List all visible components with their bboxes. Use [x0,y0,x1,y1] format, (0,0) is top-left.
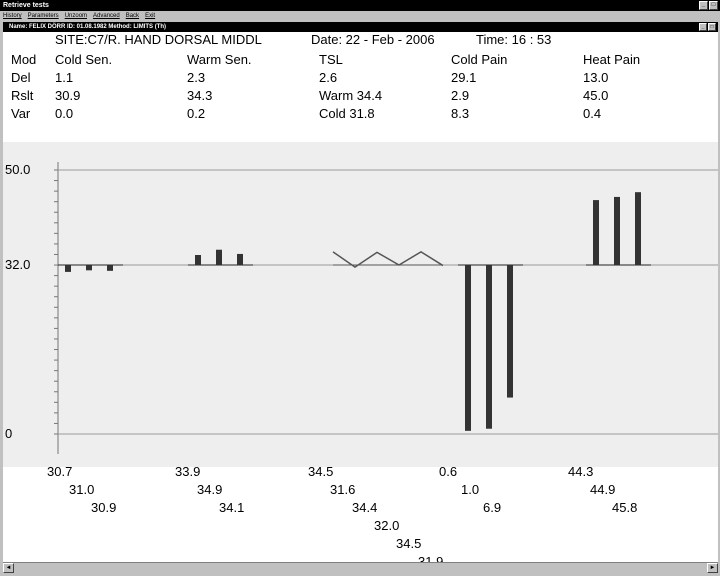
rslt-tsl: Warm 34.4 [319,88,383,103]
scroll-left-button[interactable]: ◄ [3,563,14,573]
del-heat-pain: 13.0 [583,70,609,85]
window-title: Retrieve tests [3,2,49,9]
bar-cold-pain-1 [465,265,471,431]
tsl-line [332,250,444,269]
value-label-tsl-2: 31.6 [330,482,356,497]
results-panel: SITE:C7/R. HAND DORSAL MIDDL Date: 22 - … [3,32,718,562]
chart-area [3,142,718,467]
bar-heat-pain-2 [614,196,620,266]
scroll-right-button[interactable]: ► [707,563,718,573]
bar-heat-pain-1 [593,200,599,266]
bar-cold-sen--3 [107,265,113,271]
y-tick-label: 50.0 [5,162,30,177]
site-label: SITE:C7/R. HAND DORSAL MIDDL [55,32,262,47]
minimize-button[interactable]: _ [699,1,708,10]
value-label-tsl-5: 34.5 [396,536,422,551]
menu-advanced[interactable]: Advanced [93,13,120,19]
var-heat-pain: 0.4 [583,106,602,121]
value-label-cold-sen--2: 31.0 [69,482,95,497]
mod-heat-pain: Heat Pain [583,52,641,67]
value-label-cold-pain-3: 6.9 [483,500,502,515]
var-tsl: Cold 31.8 [319,106,375,121]
mod-warm-sen: Warm Sen. [187,52,252,67]
menu-exit[interactable]: Exit [145,13,156,19]
rslt-cold-pain: 2.9 [451,88,470,103]
var-cold-sen: 0.0 [55,106,74,121]
value-label-tsl-6: 31.9 [418,554,444,562]
value-label-warm-sen--2: 34.9 [197,482,223,497]
row-label-rslt: Rslt [11,88,34,103]
child-maximize-button[interactable]: □ [708,23,716,31]
y-tick-label: 0 [5,426,12,441]
bar-cold-sen--2 [86,265,92,271]
var-cold-pain: 8.3 [451,106,470,121]
value-label-warm-sen--1: 33.9 [175,464,201,479]
value-label-heat-pain-1: 44.3 [568,464,594,479]
value-label-tsl-3: 34.4 [352,500,378,515]
mod-tsl: TSL [319,52,343,67]
menu-unzoom[interactable]: Unzoom [64,13,88,19]
bar-warm-sen--2 [216,249,222,266]
mod-cold-sen: Cold Sen. [55,52,113,67]
del-cold-sen: 1.1 [55,70,74,85]
child-minimize-button[interactable]: _ [699,23,707,31]
y-tick-label: 32.0 [5,257,30,272]
bar-cold-pain-2 [486,265,492,429]
var-warm-sen: 0.2 [187,106,206,121]
del-cold-pain: 29.1 [451,70,477,85]
mod-cold-pain: Cold Pain [451,52,508,67]
value-label-cold-sen--3: 30.9 [91,500,117,515]
menu-bar: History Parameters Unzoom Advanced Back … [0,11,720,21]
value-label-heat-pain-2: 44.9 [590,482,616,497]
value-label-cold-pain-2: 1.0 [461,482,480,497]
value-label-heat-pain-3: 45.8 [612,500,638,515]
bar-heat-pain-3 [635,192,641,266]
chart-svg: 50.0 32.0 0 [5,162,718,454]
row-label-mod: Mod [11,52,37,67]
menu-parameters[interactable]: Parameters [27,13,59,19]
del-warm-sen: 2.3 [187,70,206,85]
rslt-cold-sen: 30.9 [55,88,81,103]
child-window-titlebar: Name: FELIX DÖRR ID: 01.08.1982 Method: … [3,22,718,32]
value-label-warm-sen--3: 34.1 [219,500,245,515]
maximize-button[interactable]: □ [709,1,718,10]
bar-warm-sen--1 [195,255,201,266]
menu-history[interactable]: History [3,13,22,19]
value-label-tsl-1: 34.5 [308,464,334,479]
bar-cold-sen--1 [65,265,71,272]
bar-cold-pain-3 [507,265,513,398]
child-window-title: Name: FELIX DÖRR ID: 01.08.1982 Method: … [9,24,167,30]
menu-back[interactable]: Back [125,13,140,19]
row-label-del: Del [11,70,31,85]
date-label: Date: 22 - Feb - 2006 [311,32,435,47]
bar-warm-sen--3 [237,253,243,266]
horizontal-scrollbar[interactable]: ◄ ► [3,562,718,573]
value-label-cold-sen--1: 30.7 [47,464,73,479]
value-label-tsl-4: 32.0 [374,518,400,533]
time-label: Time: 16 : 53 [476,32,552,47]
row-label-var: Var [11,106,31,121]
rslt-warm-sen: 34.3 [187,88,213,103]
rslt-heat-pain: 45.0 [583,88,609,103]
window-titlebar: Retrieve tests _ □ [0,0,720,11]
del-tsl: 2.6 [319,70,338,85]
value-label-cold-pain-1: 0.6 [439,464,458,479]
status-bar [0,573,720,576]
